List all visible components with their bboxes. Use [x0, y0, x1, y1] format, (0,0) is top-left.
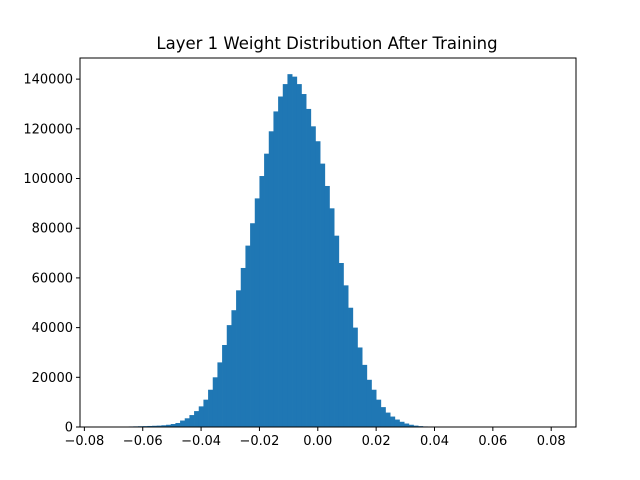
histogram-bar: [212, 377, 218, 427]
histogram-bar: [338, 263, 344, 427]
plot-frame: [79, 57, 577, 428]
y-tick-label: 140000: [23, 73, 73, 88]
histogram-bar: [189, 415, 195, 427]
histogram-bar: [156, 425, 162, 427]
y-tick-label: 20000: [32, 371, 73, 386]
histogram-bar: [306, 108, 312, 427]
x-tick-label: 0.02: [362, 434, 391, 449]
histogram-bar: [366, 379, 372, 427]
chart-title: Layer 1 Weight Distribution After Traini…: [156, 34, 497, 53]
x-tick-label: −0.08: [64, 434, 104, 449]
histogram-bar: [329, 208, 335, 427]
histogram-bar: [222, 345, 228, 427]
histogram-bar: [385, 412, 391, 427]
histogram-bar: [226, 325, 232, 427]
histogram-bar: [376, 399, 382, 427]
y-tick-label: 80000: [32, 222, 73, 237]
histogram-bar: [152, 425, 158, 427]
histogram-bar: [250, 223, 256, 427]
histogram-bar: [413, 425, 419, 427]
histogram-bar: [408, 424, 414, 427]
histogram-bar: [348, 307, 354, 427]
histogram-bar: [217, 362, 223, 427]
histogram-bar: [180, 420, 186, 427]
histogram-bar: [362, 364, 368, 427]
histogram-bar: [175, 423, 181, 427]
histogram-bar: [343, 285, 349, 427]
histogram-bar: [404, 423, 410, 427]
y-tick-label: 0: [65, 421, 73, 436]
histogram-bar: [236, 290, 242, 427]
histogram-bar: [208, 389, 214, 427]
y-axis: 0 20000 40000 60000 80000 100000 120000 140000: [23, 73, 80, 436]
x-tick-label: 0.04: [420, 434, 449, 449]
x-tick-label: 0.06: [478, 434, 507, 449]
y-tick-label: 40000: [32, 321, 73, 336]
histogram-bar: [194, 411, 200, 427]
histogram-bar: [268, 131, 274, 428]
histogram-bar: [245, 245, 251, 427]
histogram-bar: [198, 406, 204, 427]
y-tick-label: 100000: [23, 172, 73, 187]
histogram-bar: [292, 76, 298, 427]
histogram-bar: [371, 389, 377, 427]
y-tick-label: 60000: [32, 271, 73, 286]
histogram-bar: [161, 425, 167, 427]
histogram-bar: [296, 84, 302, 427]
histogram-bar: [301, 94, 307, 427]
histogram-bar: [240, 267, 246, 427]
histogram-bar: [166, 424, 172, 427]
histogram-bar: [259, 176, 265, 427]
histogram-bar: [390, 416, 396, 427]
histogram-bar: [231, 310, 237, 427]
histogram-bar: [170, 424, 176, 427]
histogram-bar: [334, 235, 340, 427]
histogram-bar: [282, 84, 288, 427]
histogram-bar: [278, 96, 284, 428]
x-axis: −0.08 −0.06 −0.04 −0.02 0.00 0.02 0.04 0.06 0.08: [64, 427, 566, 449]
x-tick-label: −0.06: [123, 434, 163, 449]
histogram-bar: [380, 407, 386, 427]
x-tick-label: −0.04: [181, 434, 221, 449]
x-tick-label: 0.00: [303, 434, 332, 449]
histogram-bar: [324, 185, 330, 427]
x-tick-label: 0.08: [537, 434, 566, 449]
histogram-bar: [147, 425, 153, 427]
y-tick-label: 120000: [23, 122, 73, 137]
x-tick-label: −0.02: [240, 434, 280, 449]
histogram-bar: [357, 347, 363, 427]
histogram-bar: [287, 74, 293, 428]
histogram-bar: [352, 327, 358, 427]
histogram-bar: [320, 163, 326, 428]
histogram-bar: [184, 418, 190, 427]
histogram-bar: [273, 111, 279, 428]
histogram-bar: [310, 126, 316, 427]
histogram-bar: [264, 153, 270, 428]
histogram-bar: [394, 419, 400, 427]
histogram-bars: [91, 74, 512, 428]
histogram-bar: [203, 399, 209, 427]
histogram-bar: [399, 421, 405, 427]
histogram-bar: [254, 198, 260, 427]
histogram-bar: [315, 141, 321, 428]
